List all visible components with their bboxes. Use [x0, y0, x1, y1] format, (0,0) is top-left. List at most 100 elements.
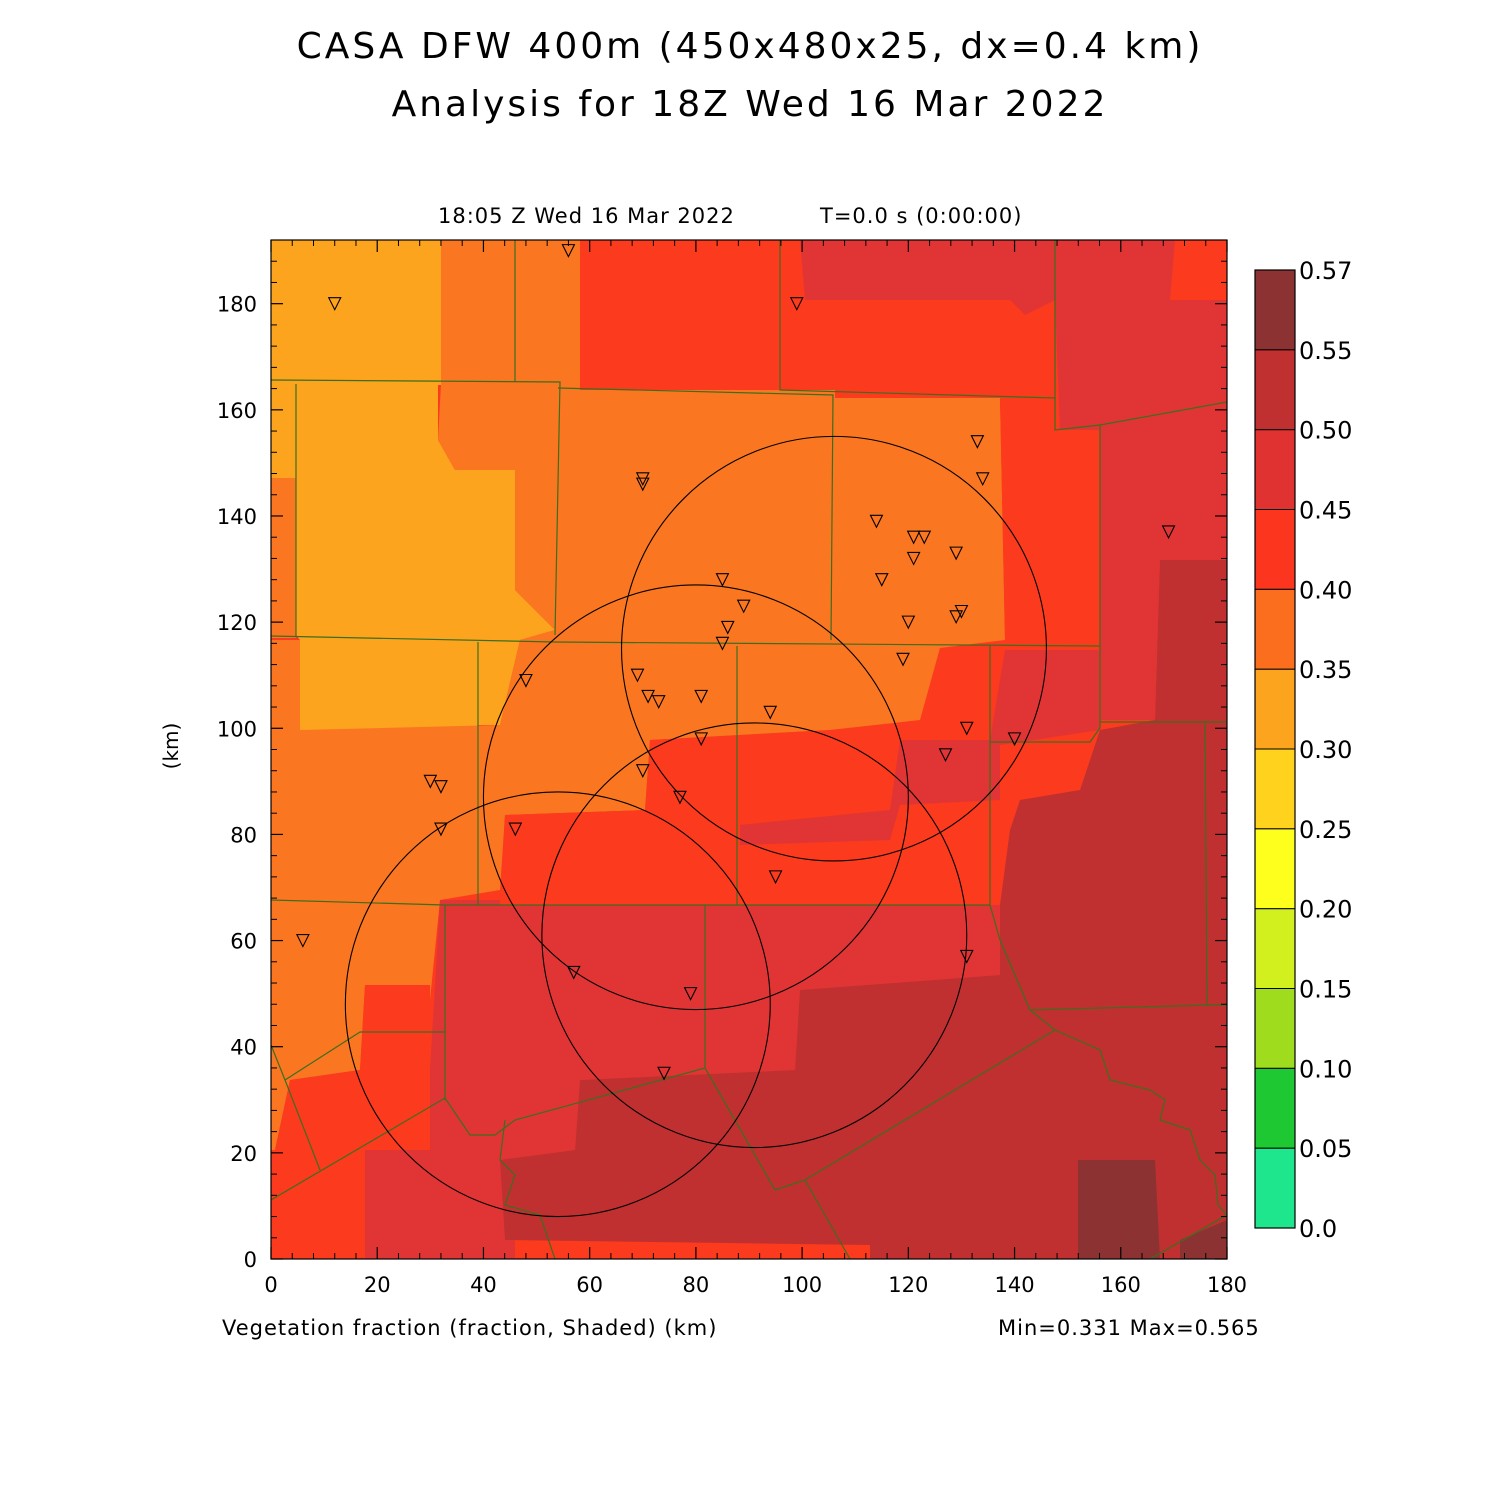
station-marker	[635, 477, 650, 492]
y-tick-label: 180	[217, 293, 257, 317]
station-marker	[906, 551, 921, 566]
station-marker	[683, 987, 698, 1001]
station-marker	[896, 652, 910, 667]
colorbar-segment	[1255, 1148, 1295, 1228]
colorbar-label: 0.25	[1299, 816, 1352, 844]
colorbar-label: 0.0	[1299, 1215, 1337, 1243]
station-marker	[970, 435, 985, 449]
y-tick-label: 160	[217, 399, 257, 423]
station-marker	[1161, 525, 1176, 540]
min-max-label: Min=0.331 Max=0.565	[998, 1316, 1260, 1340]
colorbar-segment	[1255, 749, 1295, 829]
station-marker	[720, 620, 735, 635]
county-line	[499, 1119, 556, 1259]
field-patch	[271, 240, 441, 385]
station-markers	[295, 244, 1176, 1081]
county-line	[804, 1179, 851, 1259]
county-line	[1054, 398, 1227, 431]
field-patch	[1180, 1220, 1227, 1259]
field-patch	[1055, 300, 1227, 720]
colorbar-label: 0.50	[1299, 417, 1352, 445]
field-patch	[645, 648, 1000, 905]
colorbar-label: 0.30	[1299, 736, 1352, 764]
y-tick-label: 0	[244, 1248, 257, 1272]
colorbar: 0.0 0.05 0.10 0.15 0.20 0.25 0.30 0.35 0.40 0.45 0…	[1254, 257, 1352, 1243]
station-marker	[694, 732, 709, 747]
colorbar-label: 0.15	[1299, 976, 1352, 1004]
field-patch	[580, 240, 800, 390]
field-patch	[800, 240, 1175, 315]
county-line	[779, 240, 1056, 399]
colorbar-label: 0.20	[1299, 896, 1352, 924]
county-boundaries	[271, 240, 1227, 1259]
station-marker	[434, 822, 448, 837]
colorbar-segment	[1255, 1068, 1295, 1149]
x-tick-label: 80	[683, 1273, 710, 1297]
x-tick-label: 120	[888, 1273, 928, 1297]
field-patch	[300, 640, 478, 730]
radar-ring	[620, 435, 1047, 862]
colorbar-segment	[1255, 669, 1295, 749]
radar-ring	[541, 722, 968, 1149]
title-line-1: CASA DFW 400m (450x480x25, dx=0.4 km)	[296, 26, 1204, 67]
y-tick-label: 80	[230, 823, 257, 847]
x-tick-label: 60	[576, 1273, 603, 1297]
colorbar-segment	[1255, 589, 1295, 670]
station-marker	[641, 689, 655, 704]
radar-ring	[344, 791, 771, 1218]
colorbar-label: 0.35	[1299, 656, 1352, 684]
station-marker	[959, 721, 974, 736]
station-marker	[959, 949, 974, 964]
x-tick-label: 140	[995, 1273, 1035, 1297]
station-marker	[901, 615, 916, 630]
colorbar-label: 0.10	[1299, 1055, 1352, 1083]
station-marker	[938, 748, 953, 763]
y-tick-label: 20	[230, 1142, 257, 1166]
radar-ring	[482, 584, 909, 1011]
field-patch	[1078, 1160, 1160, 1259]
field-patch	[365, 1150, 515, 1259]
station-marker	[949, 610, 964, 625]
station-marker	[635, 764, 650, 778]
colorbar-segment	[1255, 988, 1295, 1069]
x-tick-label: 0	[264, 1273, 277, 1297]
station-marker	[508, 822, 523, 837]
station-marker	[566, 965, 581, 980]
vegetation-fraction-field	[271, 240, 1227, 1259]
county-line	[284, 1031, 445, 1081]
field-patch	[500, 560, 1227, 1259]
x-tick-label: 20	[364, 1273, 391, 1297]
forecast-time-label: T=0.0 s (0:00:00)	[820, 204, 1023, 228]
station-marker	[519, 673, 533, 688]
colorbar-segment	[1255, 270, 1295, 350]
x-tick-label: 160	[1101, 1273, 1141, 1297]
colorbar-label: 0.40	[1299, 576, 1352, 604]
station-marker	[673, 790, 687, 805]
colorbar-label: 0.45	[1299, 497, 1352, 525]
station-marker	[763, 705, 778, 720]
x-tick-label: 180	[1207, 1273, 1247, 1297]
y-axis-label: (km)	[159, 723, 183, 770]
station-marker	[635, 472, 650, 487]
radar-range-rings	[344, 435, 1047, 1218]
valid-time-label: 18:05 Z Wed 16 Mar 2022	[438, 204, 735, 228]
station-marker	[954, 604, 969, 619]
station-marker	[434, 780, 448, 794]
station-marker	[768, 870, 783, 885]
station-marker	[630, 668, 645, 683]
county-line	[271, 635, 1101, 647]
field-patch	[296, 384, 555, 725]
y-tick-label: 120	[217, 611, 257, 635]
county-line	[989, 646, 1211, 1011]
axes: 0 20 40 60 80 100 120 140 160 180 0 20 40 60 80 100 120 1…	[217, 240, 1247, 1297]
colorbar-segment	[1255, 828, 1295, 909]
station-marker	[869, 514, 884, 529]
station-marker	[715, 636, 730, 651]
colorbar-label: 0.55	[1299, 337, 1352, 365]
station-marker	[694, 689, 709, 704]
station-marker	[295, 934, 310, 948]
title-line-2: Analysis for 18Z Wed 16 Mar 2022	[391, 84, 1109, 125]
county-line	[271, 379, 561, 636]
colorbar-segment	[1255, 429, 1295, 510]
